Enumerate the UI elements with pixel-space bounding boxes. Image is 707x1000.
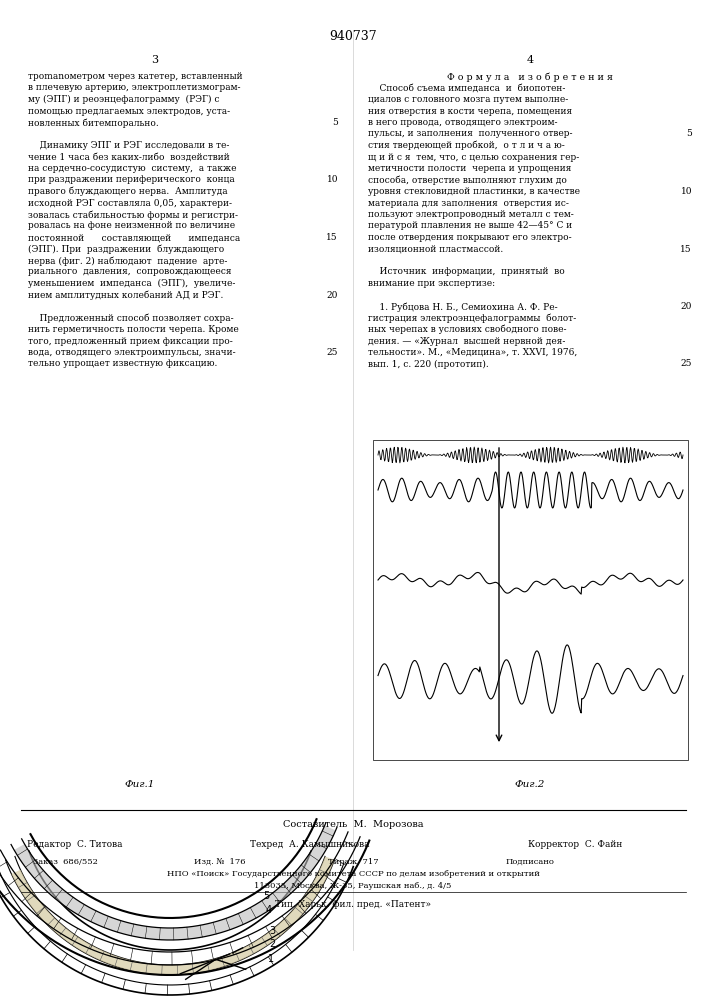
- Text: Фиг.2: Фиг.2: [515, 780, 545, 789]
- Text: в плечевую артерию, электроплетизмограм-: в плечевую артерию, электроплетизмограм-: [28, 84, 240, 93]
- Text: того, предложенный прием фиксации про-: того, предложенный прием фиксации про-: [28, 336, 233, 346]
- Text: новленных битемпорально.: новленных битемпорально.: [28, 118, 159, 127]
- Text: Динамику ЭПГ и РЭГ исследовали в те-: Динамику ЭПГ и РЭГ исследовали в те-: [28, 141, 229, 150]
- Text: Подписано: Подписано: [506, 858, 554, 866]
- Text: (ЭПГ). При  раздражении  блуждающего: (ЭПГ). При раздражении блуждающего: [28, 244, 224, 254]
- Text: 4: 4: [265, 905, 271, 915]
- Text: метичности полости  черепа и упрощения: метичности полости черепа и упрощения: [368, 164, 571, 173]
- Text: ния отверстия в кости черепа, помещения: ния отверстия в кости черепа, помещения: [368, 106, 572, 115]
- Text: 10: 10: [681, 187, 692, 196]
- Text: Редактор  С. Титова: Редактор С. Титова: [28, 840, 123, 849]
- Text: в него провода, отводящего электроим-: в него провода, отводящего электроим-: [368, 118, 558, 127]
- Text: стия твердеющей пробкой,  о т л и ч а ю-: стия твердеющей пробкой, о т л и ч а ю-: [368, 141, 565, 150]
- Text: 113035, Москва, Ж-35, Раушская наб., д. 4/5: 113035, Москва, Ж-35, Раушская наб., д. …: [255, 882, 452, 890]
- Text: вода, отводящего электроимпульсы, значи-: вода, отводящего электроимпульсы, значи-: [28, 348, 235, 357]
- Text: 2: 2: [269, 939, 275, 949]
- Text: циалов с головного мозга путем выполне-: циалов с головного мозга путем выполне-: [368, 95, 568, 104]
- Text: исходной РЭГ составляла 0,05, характери-: исходной РЭГ составляла 0,05, характери-: [28, 198, 232, 208]
- Text: Тираж  717: Тираж 717: [327, 858, 378, 866]
- Text: чение 1 часа без каких-либо  воздействий: чение 1 часа без каких-либо воздействий: [28, 152, 230, 161]
- Text: материала для заполнения  отверстия ис-: материала для заполнения отверстия ис-: [368, 198, 569, 208]
- Text: тельно упрощает известную фиксацию.: тельно упрощает известную фиксацию.: [28, 360, 217, 368]
- Text: ровалась на фоне неизменной по величине: ровалась на фоне неизменной по величине: [28, 222, 235, 231]
- Text: трomanометром через катетер, вставленный: трomanометром через катетер, вставленный: [28, 72, 243, 81]
- Text: Составитель  М.  Морозова: Составитель М. Морозова: [283, 820, 423, 829]
- Text: зовалась стабильностью формы и регистри-: зовалась стабильностью формы и регистри-: [28, 210, 238, 220]
- Text: изоляционной пластмассой.: изоляционной пластмассой.: [368, 244, 503, 253]
- Text: Способ съема импеданса  и  биопотен-: Способ съема импеданса и биопотен-: [368, 84, 566, 93]
- Text: 10: 10: [327, 176, 338, 184]
- Polygon shape: [14, 826, 336, 940]
- Text: Предложенный способ позволяет сохра-: Предложенный способ позволяет сохра-: [28, 314, 233, 323]
- Text: Техред  А. Камышникова: Техред А. Камышникова: [250, 840, 370, 849]
- Text: ных черепах в условиях свободного пове-: ных черепах в условиях свободного пове-: [368, 325, 566, 334]
- Text: нить герметичность полости черепа. Кроме: нить герметичность полости черепа. Кроме: [28, 325, 239, 334]
- Text: 25: 25: [327, 348, 338, 357]
- Text: щ и й с я  тем, что, с целью сохранения гер-: щ и й с я тем, что, с целью сохранения г…: [368, 152, 579, 161]
- Text: Ф о р м у л а   и з о б р е т е н и я: Ф о р м у л а и з о б р е т е н и я: [447, 72, 613, 82]
- Text: нерва (фиг. 2) наблюдают  падение  арте-: нерва (фиг. 2) наблюдают падение арте-: [28, 256, 228, 265]
- Text: внимание при экспертизе:: внимание при экспертизе:: [368, 279, 495, 288]
- Polygon shape: [11, 856, 334, 975]
- Text: риального  давления,  сопровождающееся: риального давления, сопровождающееся: [28, 267, 231, 276]
- Text: Фиг.1: Фиг.1: [125, 780, 156, 789]
- Text: постоянной      составляющей      импеданса: постоянной составляющей импеданса: [28, 233, 240, 242]
- Text: 15: 15: [327, 233, 338, 242]
- Text: 4: 4: [527, 55, 534, 65]
- Text: пользуют электропроводный металл с тем-: пользуют электропроводный металл с тем-: [368, 210, 574, 219]
- Text: Тип. Харьк. фил. пред. «Патент»: Тип. Харьк. фил. пред. «Патент»: [275, 900, 431, 909]
- Text: нием амплитудных колебаний АД и РЭГ.: нием амплитудных колебаний АД и РЭГ.: [28, 290, 223, 300]
- Text: Заказ  686/552: Заказ 686/552: [33, 858, 98, 866]
- Text: 25: 25: [681, 360, 692, 368]
- Text: 5: 5: [332, 118, 338, 127]
- Text: 3: 3: [269, 926, 276, 936]
- Text: 5: 5: [686, 129, 692, 138]
- Bar: [373, 440, 688, 760]
- Text: НПО «Поиск» Государственного комитета СССР по делам изобретений и открытий: НПО «Поиск» Государственного комитета СС…: [167, 870, 539, 878]
- Text: Корректор  С. Файн: Корректор С. Файн: [528, 840, 622, 849]
- Text: тельности». М., «Медицина», т. XXVI, 1976,: тельности». М., «Медицина», т. XXVI, 197…: [368, 348, 577, 357]
- Text: 1. Рубцова Н. Б., Семиохина А. Ф. Ре-: 1. Рубцова Н. Б., Семиохина А. Ф. Ре-: [368, 302, 558, 312]
- Text: Изд. №  176: Изд. № 176: [194, 858, 246, 866]
- Text: на сердечно-сосудистую  систему,  а также: на сердечно-сосудистую систему, а также: [28, 164, 237, 173]
- Text: дения. — «Журнал  высшей нервной дея-: дения. — «Журнал высшей нервной дея-: [368, 336, 566, 346]
- Text: после отвердения покрывают его электро-: после отвердения покрывают его электро-: [368, 233, 572, 242]
- Text: пературой плавления не выше 42—45° С и: пературой плавления не выше 42—45° С и: [368, 222, 572, 231]
- Text: уровня стекловидной пластинки, в качестве: уровня стекловидной пластинки, в качеств…: [368, 187, 580, 196]
- Text: 3: 3: [151, 55, 158, 65]
- Text: Источник  информации,  принятый  во: Источник информации, принятый во: [368, 267, 565, 276]
- Text: 5: 5: [263, 891, 269, 901]
- Text: уменьшением  импеданса  (ЭПГ),  увеличе-: уменьшением импеданса (ЭПГ), увеличе-: [28, 279, 235, 288]
- Text: 15: 15: [680, 244, 692, 253]
- Text: 20: 20: [327, 290, 338, 300]
- Text: при раздражении периферического  конца: при раздражении периферического конца: [28, 176, 235, 184]
- Text: вып. 1, с. 220 (прототип).: вып. 1, с. 220 (прототип).: [368, 360, 489, 369]
- Text: пульсы, и заполнения  полученного отвер-: пульсы, и заполнения полученного отвер-: [368, 129, 573, 138]
- Text: гистрация электроэнцефалограммы  болот-: гистрация электроэнцефалограммы болот-: [368, 314, 576, 323]
- Text: 940737: 940737: [329, 30, 377, 43]
- Text: 20: 20: [681, 302, 692, 311]
- Text: му (ЭПГ) и реоэнцефалограмму  (РЭГ) с: му (ЭПГ) и реоэнцефалограмму (РЭГ) с: [28, 95, 219, 104]
- Text: 1: 1: [268, 954, 274, 964]
- Text: помощью предлагаемых электродов, уста-: помощью предлагаемых электродов, уста-: [28, 106, 230, 115]
- Text: правого блуждающего нерва.  Амплитуда: правого блуждающего нерва. Амплитуда: [28, 187, 228, 196]
- Text: способа, отверстие выполняют глухим до: способа, отверстие выполняют глухим до: [368, 176, 567, 185]
